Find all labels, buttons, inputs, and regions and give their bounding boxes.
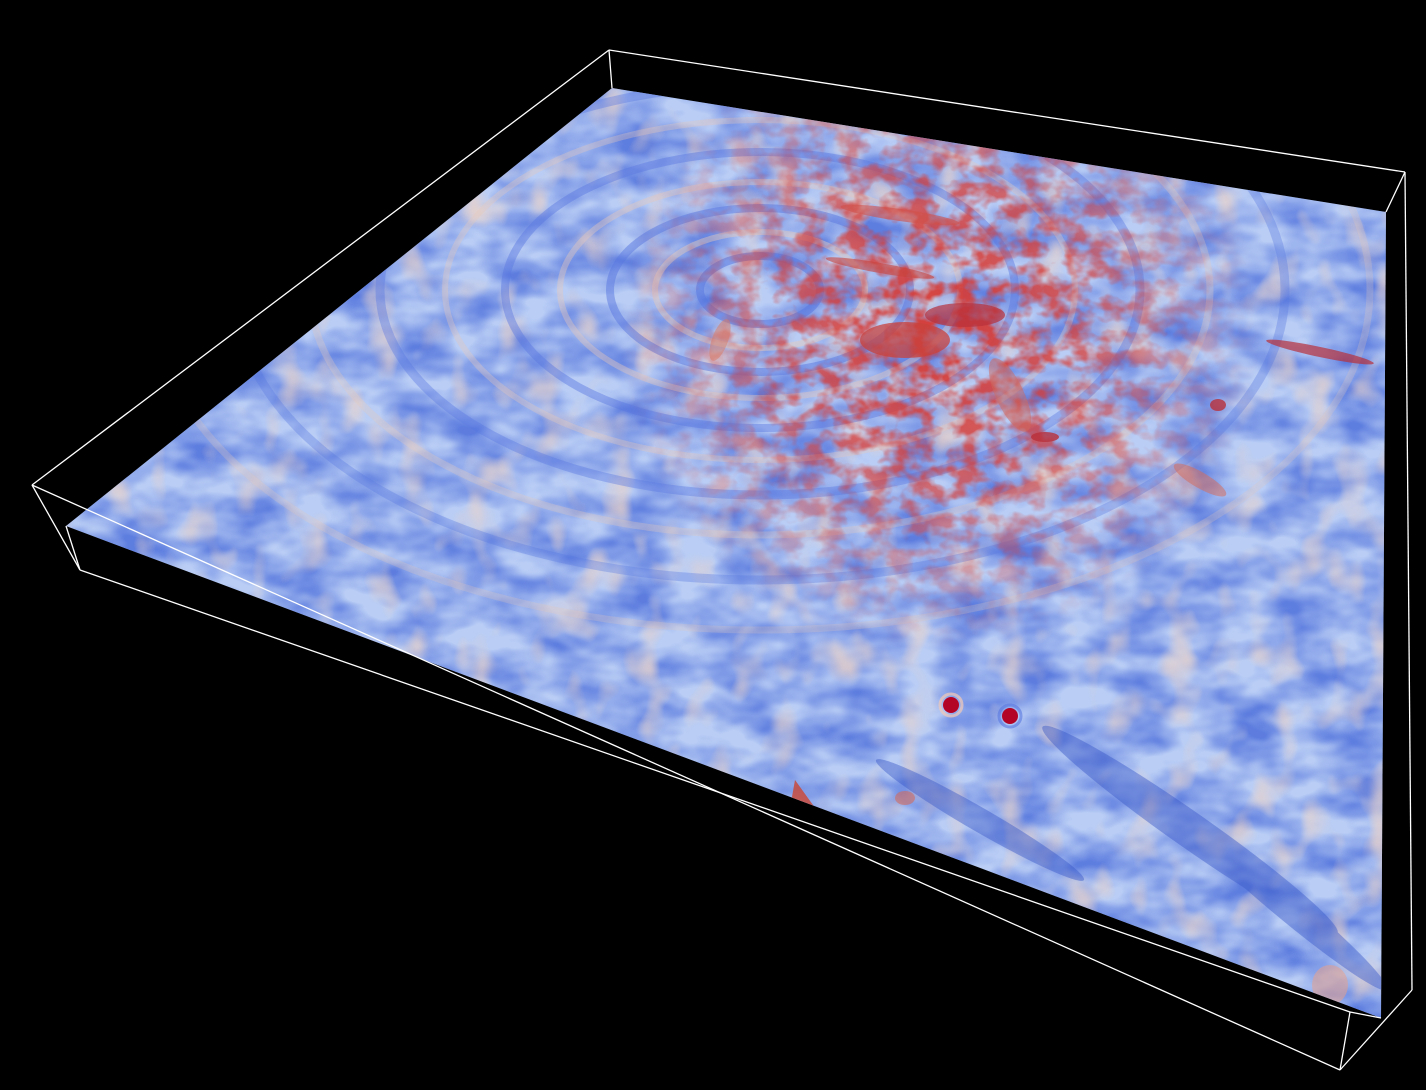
blue-bands <box>875 725 1386 991</box>
point-sources <box>938 692 1023 729</box>
red-streaks <box>709 204 1374 1005</box>
bounding-box-outline <box>31 49 1413 1071</box>
